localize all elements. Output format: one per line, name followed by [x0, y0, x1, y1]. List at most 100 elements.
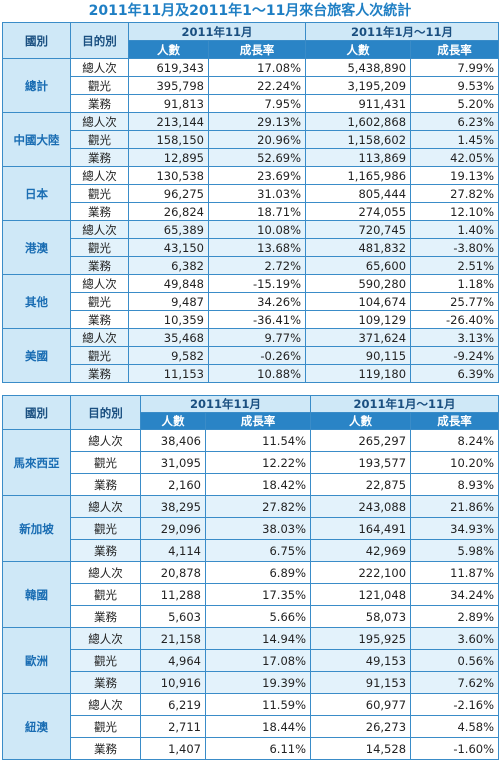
- purpose: 業務: [70, 473, 141, 496]
- header-sub: 人數: [310, 412, 412, 430]
- cell: 65,600: [305, 256, 412, 275]
- cell: 481,832: [305, 238, 412, 257]
- country: 歐洲: [2, 627, 71, 694]
- cell: 90,115: [305, 346, 412, 365]
- purpose: 總人次: [70, 495, 141, 518]
- data-row: 總計 總人次 619,343 17.08% 5,438,890 7.99%: [2, 58, 500, 113]
- cell: 52.69%: [207, 148, 307, 167]
- purpose: 總人次: [70, 220, 129, 239]
- cell: -3.80%: [410, 238, 500, 257]
- cell: 29.13%: [207, 112, 307, 131]
- cell: 113,869: [305, 148, 412, 167]
- cell: 60,977: [310, 693, 412, 716]
- cell: 17.35%: [204, 583, 312, 606]
- header-period: 2011年1月～11月: [305, 22, 500, 41]
- cell: 18.42%: [204, 473, 312, 496]
- data-row: 歐洲 總人次 21,158 14.94% 195,925 3.60%: [2, 627, 500, 694]
- data-row: 日本 總人次 130,538 23.69% 1,165,986 19.13%: [2, 166, 500, 221]
- data-row: 觀光 29,096 38.03% 164,491 34.93%: [3, 517, 500, 540]
- data-row: 觀光 395,798 22.24% 3,195,209 9.53%: [3, 76, 500, 95]
- cell: 11.59%: [204, 693, 312, 716]
- cell: 58,073: [310, 605, 412, 628]
- country: 新加坡: [2, 495, 71, 562]
- cell: 5,438,890: [305, 58, 412, 77]
- cell: 14,528: [310, 737, 412, 760]
- cell: 96,275: [128, 184, 209, 203]
- data-row: 其他 總人次 49,848 -15.19% 590,280 1.18%: [2, 274, 500, 329]
- data-row: 業務 5,603 5.66% 58,073 2.89%: [3, 605, 500, 628]
- cell: 195,925: [310, 627, 412, 650]
- cell: 91,153: [310, 671, 412, 694]
- cell: 17.08%: [204, 649, 312, 672]
- cell: 22.24%: [207, 76, 307, 95]
- cell: 130,538: [128, 166, 209, 185]
- cell: 27.82%: [410, 184, 500, 203]
- cell: 10.08%: [207, 220, 307, 239]
- cell: 6.75%: [204, 539, 312, 562]
- purpose: 觀光: [70, 451, 141, 474]
- data-row: 觀光 9,487 34.26% 104,674 25.77%: [3, 292, 500, 311]
- cell: 22,875: [310, 473, 412, 496]
- purpose: 總人次: [70, 274, 129, 293]
- header-purpose: 目的別: [70, 22, 129, 59]
- cell: 119,180: [305, 364, 412, 383]
- data-table: 國別 目的別 2011年11月 2011年1月～11月 人數 成長率 人數 成長率 馬來西亞 總人…: [2, 395, 500, 760]
- cell: 805,444: [305, 184, 412, 203]
- data-row: 觀光 158,150 20.96% 1,158,602 1.45%: [3, 130, 500, 149]
- purpose: 觀光: [70, 517, 141, 540]
- cell: 7.99%: [410, 58, 500, 77]
- header-period: 2011年1月～11月: [310, 395, 500, 413]
- cell: 49,848: [128, 274, 209, 293]
- cell: 619,343: [128, 58, 209, 77]
- cell: 18.44%: [204, 715, 312, 738]
- cell: 1,165,986: [305, 166, 412, 185]
- cell: 11,153: [128, 364, 209, 383]
- header-sub: 成長率: [410, 412, 500, 430]
- cell: 9,582: [128, 346, 209, 365]
- cell: 158,150: [128, 130, 209, 149]
- cell: 49,153: [310, 649, 412, 672]
- cell: 21.86%: [410, 495, 500, 518]
- cell: 19.13%: [410, 166, 500, 185]
- purpose: 觀光: [70, 130, 129, 149]
- cell: 265,297: [310, 429, 412, 452]
- purpose: 總人次: [70, 112, 129, 131]
- cell: 213,144: [128, 112, 209, 131]
- purpose: 觀光: [70, 583, 141, 606]
- cell: 243,088: [310, 495, 412, 518]
- cell: 12.10%: [410, 202, 500, 221]
- purpose: 業務: [70, 605, 141, 628]
- data-row: 中國大陸 總人次 213,144 29.13% 1,602,868 6.23%: [2, 112, 500, 167]
- data-row: 觀光 43,150 13.68% 481,832 -3.80%: [3, 238, 500, 257]
- header-row: 人數 成長率 人數 成長率: [3, 40, 500, 59]
- purpose: 觀光: [70, 346, 129, 365]
- purpose: 觀光: [70, 649, 141, 672]
- cell: 25.77%: [410, 292, 500, 311]
- cell: 3,195,209: [305, 76, 412, 95]
- cell: 395,798: [128, 76, 209, 95]
- data-row: 觀光 2,711 18.44% 26,273 4.58%: [3, 715, 500, 738]
- data-row: 韓國 總人次 20,878 6.89% 222,100 11.87%: [2, 561, 500, 628]
- cell: 65,389: [128, 220, 209, 239]
- purpose: 總人次: [70, 58, 129, 77]
- cell: -1.60%: [410, 737, 500, 760]
- cell: 9,487: [128, 292, 209, 311]
- cell: -15.19%: [207, 274, 307, 293]
- country: 韓國: [2, 561, 71, 628]
- purpose: 總人次: [70, 561, 141, 584]
- data-row: 紐澳 總人次 6,219 11.59% 60,977 -2.16%: [2, 693, 500, 760]
- purpose: 業務: [70, 364, 129, 383]
- cell: 26,824: [128, 202, 209, 221]
- cell: 720,745: [305, 220, 412, 239]
- cell: -2.16%: [410, 693, 500, 716]
- cell: 18.71%: [207, 202, 307, 221]
- purpose: 業務: [70, 202, 129, 221]
- cell: 21,158: [140, 627, 206, 650]
- cell: 12.22%: [204, 451, 312, 474]
- cell: 35,468: [128, 328, 209, 347]
- cell: 10,359: [128, 310, 209, 329]
- cell: 6.11%: [204, 737, 312, 760]
- cell: 222,100: [310, 561, 412, 584]
- cell: 371,624: [305, 328, 412, 347]
